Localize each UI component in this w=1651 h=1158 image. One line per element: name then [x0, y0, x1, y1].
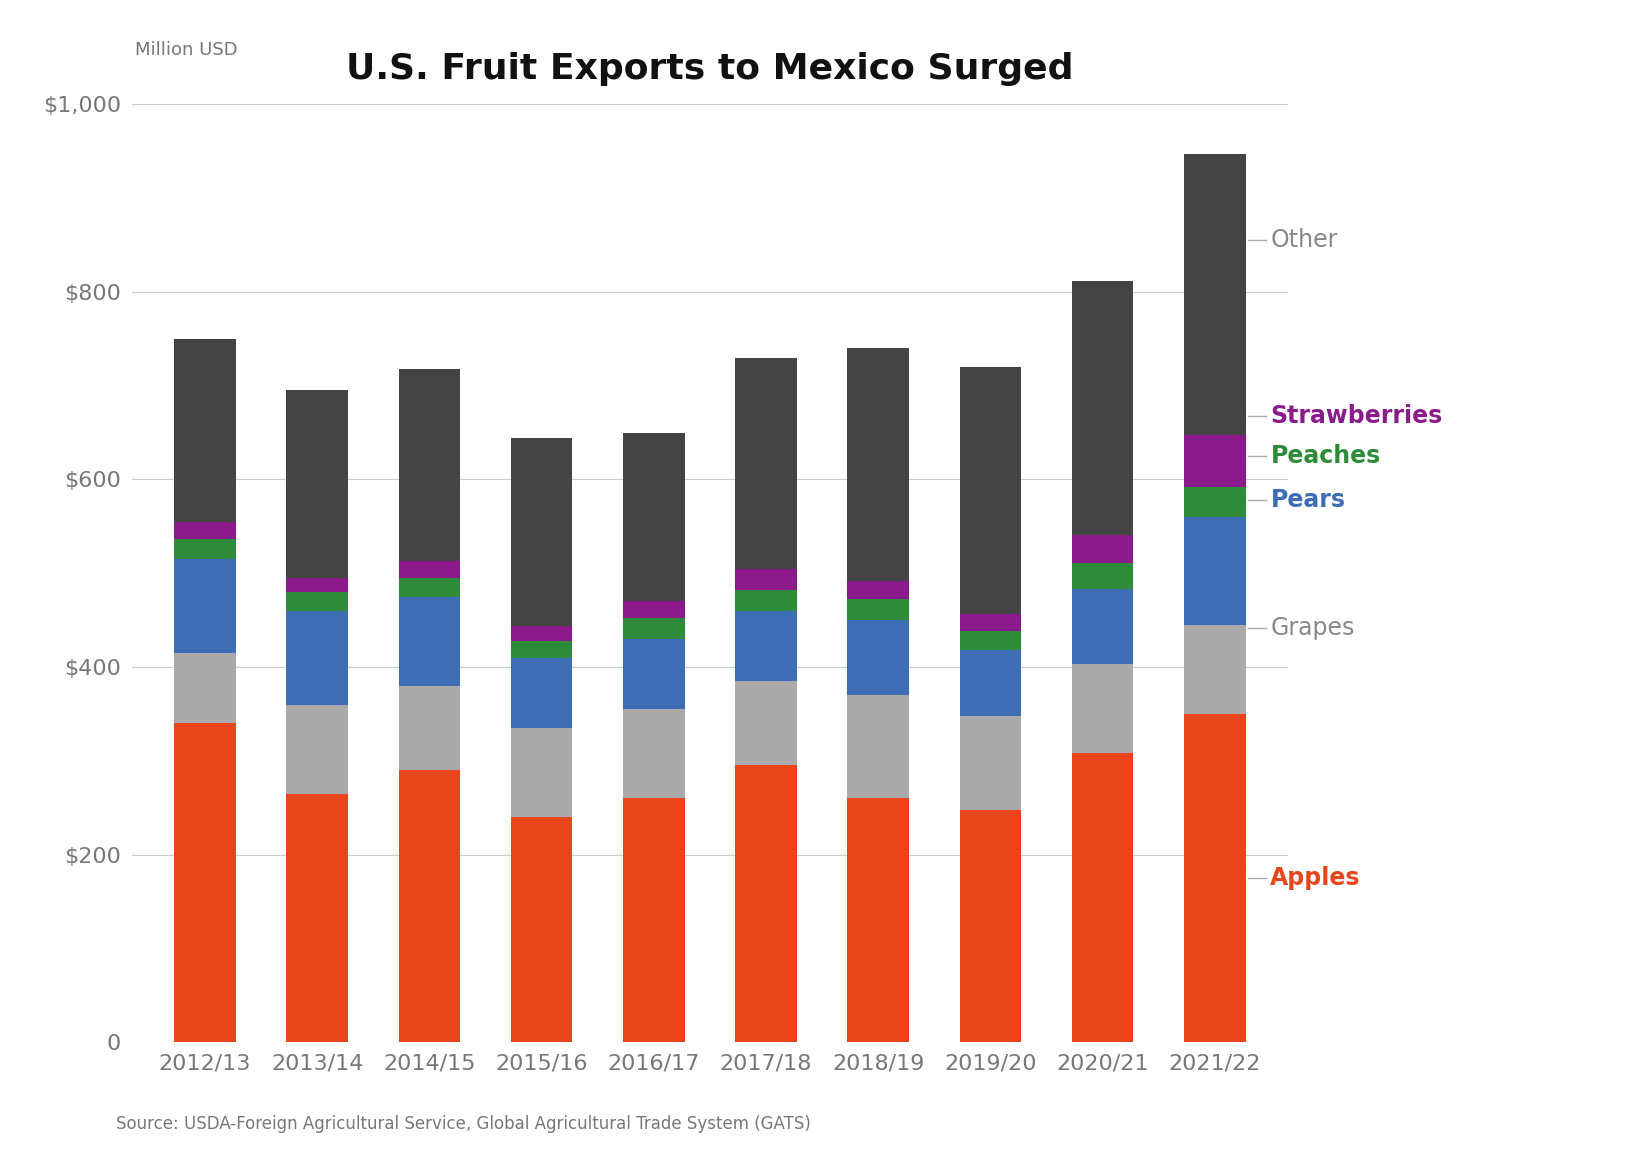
- Bar: [735, 570, 797, 591]
- Bar: [398, 686, 461, 770]
- Bar: [1071, 754, 1134, 1042]
- Bar: [510, 728, 573, 818]
- Bar: [510, 818, 573, 1042]
- Text: Other: Other: [1270, 228, 1337, 252]
- Bar: [959, 367, 1022, 615]
- Bar: [398, 596, 461, 686]
- Bar: [1071, 281, 1134, 535]
- Bar: [959, 631, 1022, 650]
- Bar: [847, 695, 910, 798]
- Bar: [286, 610, 348, 704]
- Bar: [735, 765, 797, 1042]
- Bar: [1184, 713, 1247, 1042]
- Bar: [622, 601, 685, 618]
- Bar: [622, 709, 685, 798]
- Bar: [286, 578, 348, 592]
- Bar: [847, 798, 910, 1042]
- Bar: [735, 610, 797, 681]
- Text: Pears: Pears: [1270, 488, 1346, 512]
- Bar: [959, 716, 1022, 809]
- Bar: [1184, 486, 1247, 516]
- Bar: [510, 640, 573, 658]
- Bar: [847, 349, 910, 580]
- Bar: [1184, 516, 1247, 625]
- Bar: [622, 618, 685, 639]
- Text: Source: USDA-Foreign Agricultural Service, Global Agricultural Trade System (GAT: Source: USDA-Foreign Agricultural Servic…: [116, 1115, 811, 1133]
- Bar: [847, 621, 910, 695]
- Bar: [622, 639, 685, 709]
- Bar: [510, 438, 573, 625]
- Bar: [286, 592, 348, 610]
- Text: Million USD: Million USD: [135, 42, 238, 59]
- Text: Grapes: Grapes: [1270, 616, 1355, 639]
- Bar: [510, 625, 573, 640]
- Bar: [1071, 535, 1134, 563]
- Bar: [1184, 154, 1247, 435]
- Bar: [735, 591, 797, 610]
- Bar: [173, 653, 236, 724]
- Bar: [847, 600, 910, 621]
- Bar: [959, 650, 1022, 716]
- Bar: [1184, 435, 1247, 486]
- Text: Apples: Apples: [1270, 866, 1360, 891]
- Bar: [173, 724, 236, 1042]
- Bar: [1184, 625, 1247, 713]
- Bar: [1071, 589, 1134, 665]
- Bar: [622, 432, 685, 601]
- Bar: [398, 770, 461, 1042]
- Text: Strawberries: Strawberries: [1270, 404, 1443, 427]
- Text: Peaches: Peaches: [1270, 444, 1380, 468]
- Bar: [286, 704, 348, 793]
- Bar: [959, 615, 1022, 631]
- Bar: [398, 368, 461, 560]
- Bar: [1071, 665, 1134, 754]
- Bar: [735, 359, 797, 570]
- Bar: [398, 578, 461, 596]
- Bar: [286, 390, 348, 578]
- Bar: [173, 559, 236, 653]
- Bar: [735, 681, 797, 765]
- Title: U.S. Fruit Exports to Mexico Surged: U.S. Fruit Exports to Mexico Surged: [347, 52, 1073, 86]
- Bar: [622, 798, 685, 1042]
- Bar: [398, 560, 461, 578]
- Bar: [173, 521, 236, 538]
- Bar: [959, 809, 1022, 1042]
- Bar: [173, 538, 236, 559]
- Bar: [173, 339, 236, 521]
- Bar: [286, 793, 348, 1042]
- Bar: [1071, 563, 1134, 589]
- Bar: [510, 658, 573, 728]
- Bar: [847, 580, 910, 600]
